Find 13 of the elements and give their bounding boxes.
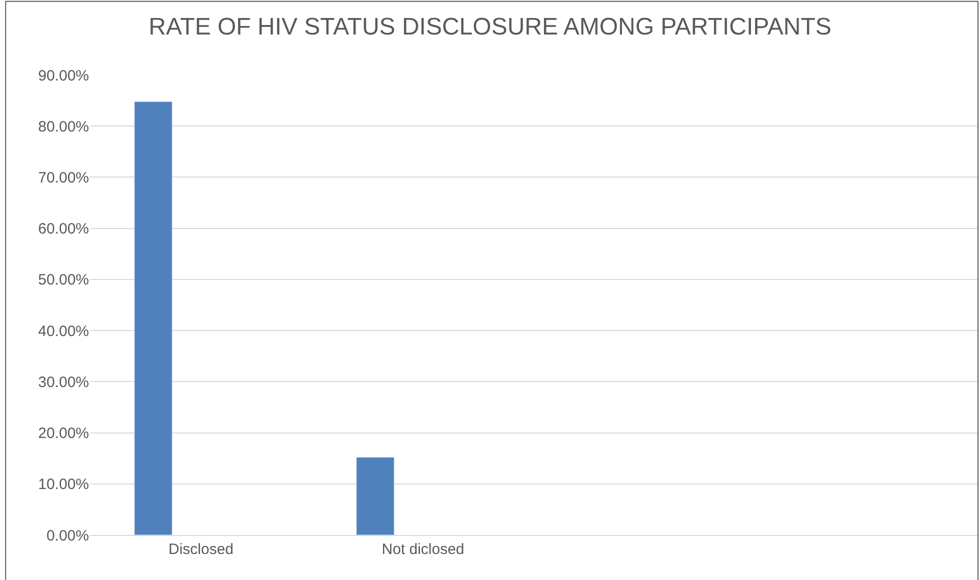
y-tick-label: 60.00% [38,220,89,238]
y-tick-label: 90.00% [38,67,89,84]
x-tick-label: Not diclosed [382,541,464,558]
chart-title: RATE OF HIV STATUS DISCLOSURE AMONG PARTICIPANTS [148,14,832,40]
y-tick-label: 10.00% [38,476,89,494]
y-tick-label: 30.00% [38,374,89,391]
x-tick-label: Disclosed [168,541,234,558]
y-tick-label: 70.00% [38,169,89,186]
y-tick-label: 50.00% [38,272,89,289]
y-tick-label: 0.00% [46,527,89,544]
y-tick-label: 40.00% [38,322,89,340]
y-tick-label: 80.00% [38,118,89,136]
y-tick-label: 20.00% [38,425,89,442]
